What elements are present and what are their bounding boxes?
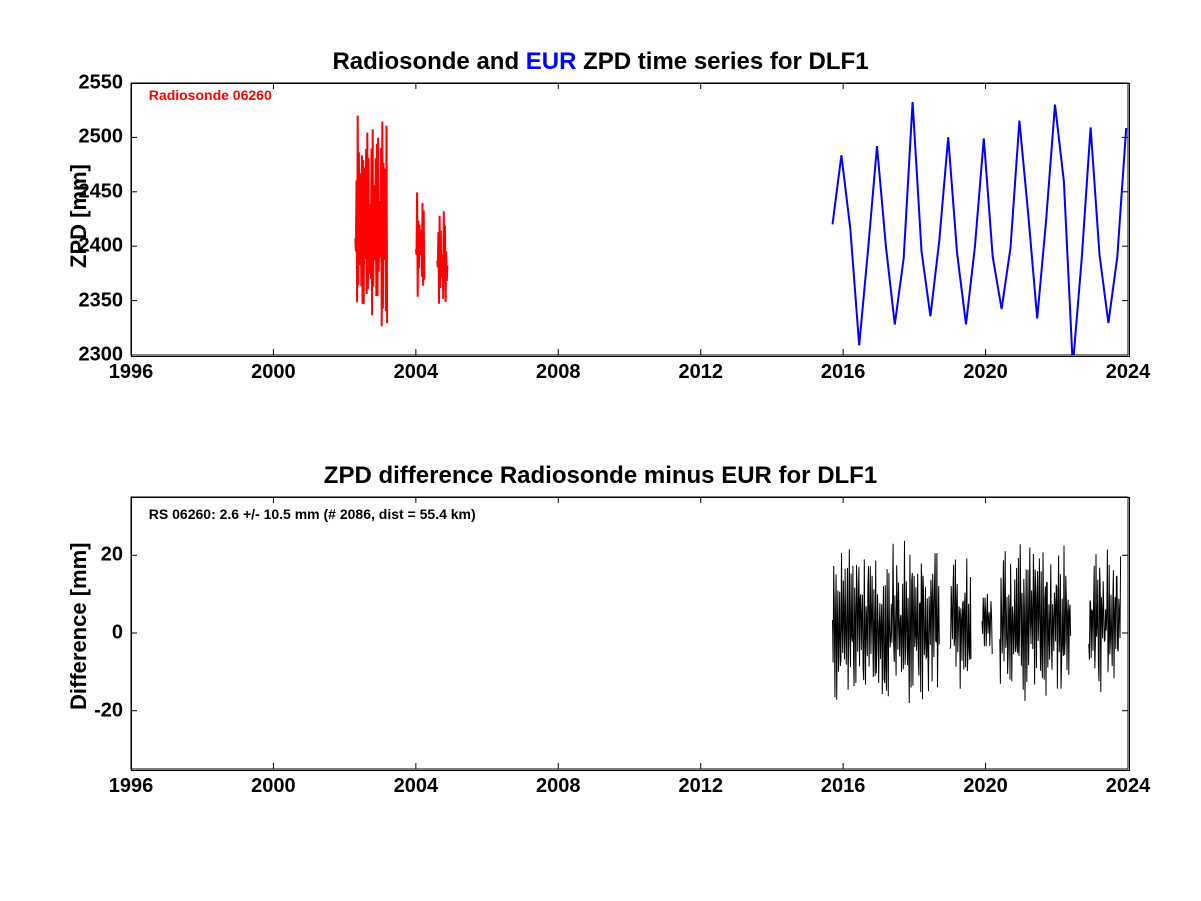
ytick-label: -20 <box>71 699 123 722</box>
chart-annotation: RS 06260: 2.6 +/- 10.5 mm (# 2086, dist … <box>149 506 476 522</box>
xtick-label: 1996 <box>109 775 154 798</box>
xtick-label: 2016 <box>821 775 866 798</box>
figure: Radiosonde and EUR ZPD time series for D… <box>0 0 1201 901</box>
xtick-label: 2004 <box>394 775 439 798</box>
ytick-label: 20 <box>71 544 123 567</box>
series-difference <box>950 559 971 689</box>
ytick-label: 0 <box>71 622 123 645</box>
xtick-label: 2008 <box>536 775 581 798</box>
series-difference <box>982 594 992 654</box>
series-difference <box>1089 550 1121 692</box>
xtick-label: 2000 <box>251 775 296 798</box>
xtick-label: 2012 <box>678 775 723 798</box>
panel-bottom-svg <box>0 0 1201 901</box>
xtick-label: 2024 <box>1106 775 1151 798</box>
series-difference <box>1000 544 1071 701</box>
series-difference <box>833 541 940 703</box>
xtick-label: 2020 <box>963 775 1008 798</box>
